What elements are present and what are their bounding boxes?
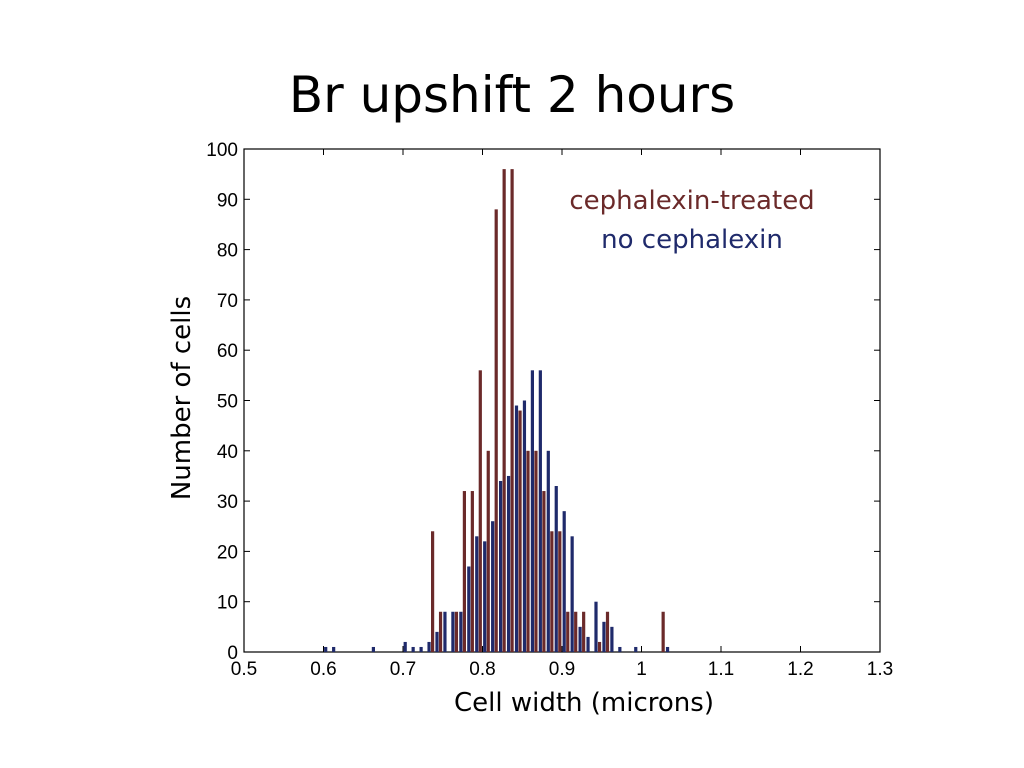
x-tick-label: 1 (636, 659, 647, 680)
slide-title: Br upshift 2 hours (288, 66, 736, 124)
bar-no-cephalexin (483, 541, 487, 652)
x-tick-label: 0.7 (390, 659, 416, 680)
legend-no-cephalexin: no cephalexin (601, 225, 783, 255)
y-axis-label: Number of cells (167, 296, 197, 500)
bar-no-cephalexin (578, 626, 582, 652)
bar-no-cephalexin (538, 370, 542, 652)
x-tick-label: 1.2 (787, 659, 813, 680)
y-tick-label: 10 (217, 593, 238, 614)
y-tick-label: 30 (217, 492, 238, 513)
bar-cephalexin-treated (605, 611, 610, 652)
bar-no-cephalexin (443, 611, 447, 652)
bar-cephalexin-treated (486, 450, 490, 652)
bar-cephalexin-treated (462, 491, 466, 652)
x-axis-label: Cell width (microns) (454, 688, 714, 718)
x-tick-label: 1.1 (708, 659, 734, 680)
bar-no-cephalexin (610, 626, 614, 652)
y-ticks: 0 10 20 30 40 50 60 70 80 90 100 (206, 140, 880, 664)
bar-cephalexin-treated (526, 450, 530, 652)
y-tick-label: 100 (206, 140, 238, 161)
bar-cephalexin-treated (558, 531, 562, 652)
bar-cephalexin-treated (582, 611, 586, 652)
bar-cephalexin-treated (438, 611, 443, 652)
bar-no-cephalexin (514, 405, 519, 652)
bar-cephalexin-treated (566, 611, 570, 652)
y-tick-label: 20 (217, 542, 238, 563)
bar-no-cephalexin (594, 601, 598, 652)
x-tick-label: 0.9 (549, 659, 575, 680)
bar-no-cephalexin (602, 621, 606, 652)
plot-frame (243, 148, 881, 653)
bar-cephalexin-treated (661, 611, 665, 652)
bar-no-cephalexin (530, 370, 534, 652)
bar-cephalexin-treated (502, 169, 506, 652)
bar-cephalexin-treated (574, 611, 578, 652)
x-tick-label: 0.5 (231, 659, 257, 680)
bar-cephalexin-treated (534, 450, 538, 652)
bar-no-cephalexin (586, 636, 590, 652)
bar-no-cephalexin (475, 536, 479, 652)
bar-no-cephalexin (570, 536, 574, 652)
bar-no-cephalexin (467, 566, 471, 652)
bar-no-cephalexin (491, 521, 495, 652)
x-tick-label: 0.6 (310, 659, 336, 680)
bar-no-cephalexin (427, 641, 431, 652)
y-tick-label: 0 (227, 643, 238, 664)
bar-no-cephalexin (522, 400, 527, 652)
bar-no-cephalexin (324, 646, 328, 652)
bar-cephalexin-treated (518, 410, 522, 652)
x-tick-label: 1.3 (867, 659, 893, 680)
bar-no-cephalexin (665, 646, 670, 652)
y-tick-label: 90 (217, 190, 238, 211)
bar-no-cephalexin (411, 646, 415, 652)
bar-no-cephalexin (506, 475, 511, 652)
bar-no-cephalexin (332, 646, 336, 652)
y-tick-label: 80 (217, 241, 238, 262)
bar-no-cephalexin (459, 611, 463, 652)
legend-cephalexin-treated: cephalexin-treated (569, 186, 814, 216)
bar-cephalexin-treated (478, 370, 482, 652)
bar-no-cephalexin (554, 486, 558, 652)
bar-cephalexin-treated (454, 611, 459, 652)
bar-no-cephalexin (499, 480, 503, 652)
bar-cephalexin-treated (470, 491, 474, 652)
bar-no-cephalexin (419, 646, 423, 652)
bar-no-cephalexin (546, 450, 550, 652)
x-tick-label: 0.8 (469, 659, 495, 680)
bar-no-cephalexin (435, 631, 439, 652)
bar-cephalexin-treated (510, 169, 514, 652)
x-ticks: 0.5 0.6 0.7 0.8 0.9 1 1.1 1.2 1.3 (231, 149, 893, 680)
y-tick-label: 50 (217, 392, 238, 413)
bars-group (324, 169, 670, 653)
bar-no-cephalexin (634, 646, 638, 652)
bar-no-cephalexin (562, 511, 566, 652)
bar-cephalexin-treated (550, 531, 554, 652)
bar-no-cephalexin (618, 646, 622, 652)
bar-cephalexin-treated (542, 491, 546, 652)
y-tick-label: 40 (217, 442, 238, 463)
y-tick-label: 60 (217, 341, 238, 362)
bar-cephalexin-treated (431, 531, 435, 652)
bar-no-cephalexin (451, 611, 455, 652)
bar-cephalexin-treated (597, 641, 602, 652)
y-tick-label: 70 (217, 291, 238, 312)
bar-cephalexin-treated (494, 209, 498, 653)
bar-no-cephalexin (371, 646, 375, 652)
bar-no-cephalexin (403, 641, 407, 652)
